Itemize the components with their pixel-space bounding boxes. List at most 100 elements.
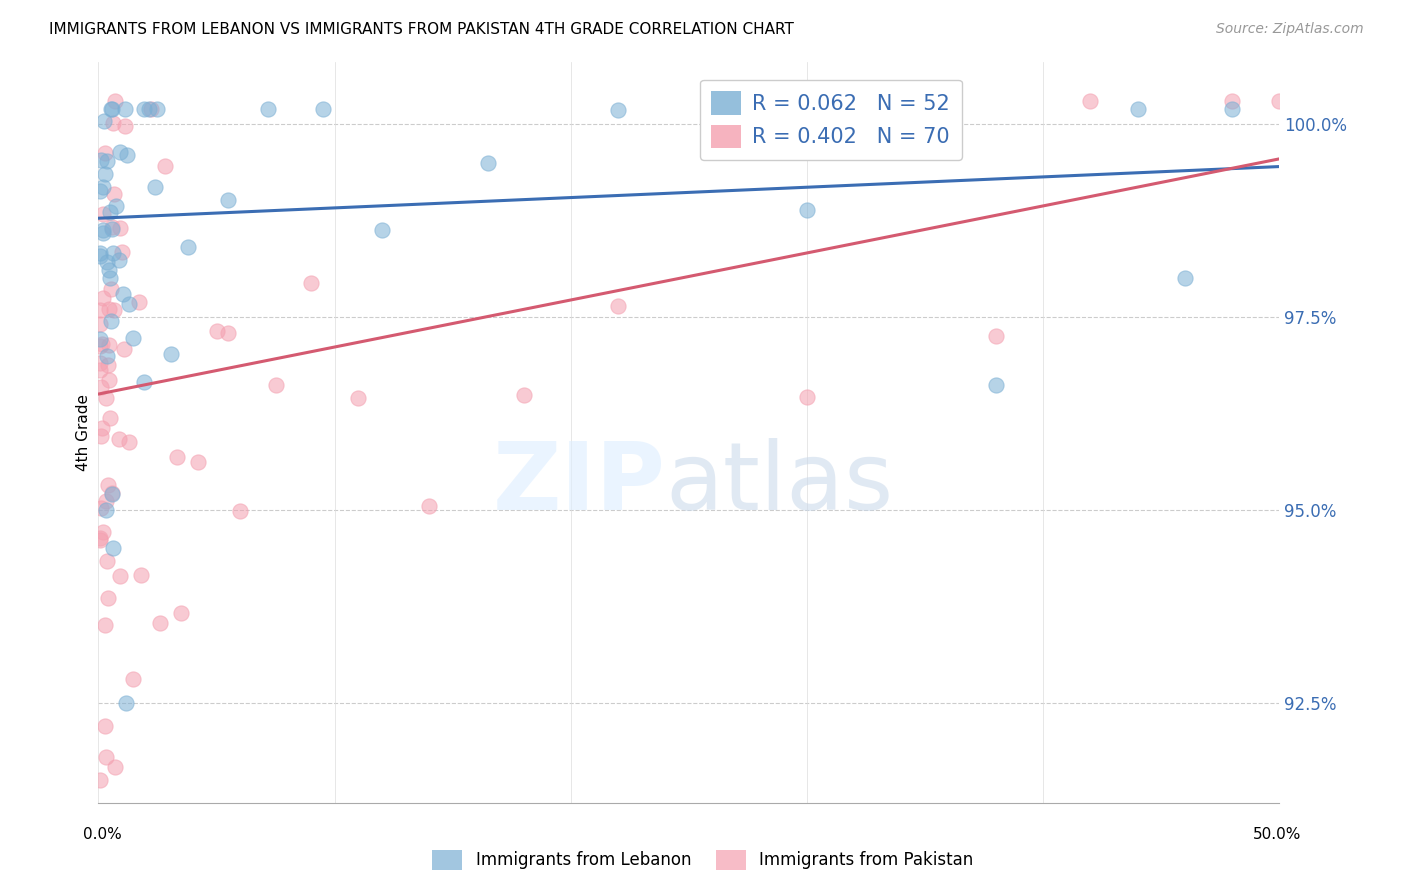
Legend: Immigrants from Lebanon, Immigrants from Pakistan: Immigrants from Lebanon, Immigrants from… [426,843,980,877]
Point [890,94,912,108]
Point [97,591,120,605]
Point [1268,94,1291,108]
Point [217,326,239,341]
Point [512,387,534,401]
Point [170,607,193,621]
Point [166,450,188,464]
Point [118,434,141,449]
Point [96,349,118,363]
Point [96,554,118,568]
Point [118,297,141,311]
Legend: R = 0.062   N = 52, R = 0.402   N = 70: R = 0.062 N = 52, R = 0.402 N = 70 [700,79,962,160]
Point [114,102,136,116]
Point [347,392,370,406]
Point [101,116,124,130]
Point [111,244,134,259]
Point [94,167,117,181]
Point [159,347,181,361]
Point [108,252,131,267]
Point [187,455,209,469]
Point [153,159,176,173]
Point [129,568,152,582]
Point [89,772,111,787]
Point [702,107,724,121]
Text: ZIP: ZIP [492,439,665,531]
Point [1080,94,1102,108]
Point [141,102,163,116]
Point [143,179,166,194]
Point [115,696,138,710]
Point [89,531,111,545]
Point [98,301,121,316]
Point [101,221,124,235]
Point [121,331,143,345]
Point [96,255,118,269]
Point [89,184,111,198]
Point [108,432,131,446]
Point [146,102,169,116]
Point [93,207,115,221]
Text: atlas: atlas [665,439,894,531]
Point [138,102,160,116]
Point [94,618,117,632]
Text: Source: ZipAtlas.com: Source: ZipAtlas.com [1216,22,1364,37]
Point [89,246,111,260]
Point [100,487,122,501]
Point [89,302,111,317]
Point [1126,102,1149,116]
Text: 0.0%: 0.0% [83,827,122,841]
Point [101,486,124,500]
Point [371,223,394,237]
Y-axis label: 4th Grade: 4th Grade [76,394,91,471]
Point [97,478,120,492]
Point [91,292,114,306]
Point [128,295,150,310]
Point [100,283,122,297]
Point [90,429,112,443]
Point [132,376,155,390]
Point [984,377,1007,392]
Point [607,103,630,118]
Point [96,154,118,169]
Point [132,102,155,116]
Point [205,324,228,338]
Point [111,286,134,301]
Point [91,524,114,539]
Point [98,411,121,425]
Point [108,145,131,159]
Point [98,271,121,285]
Text: IMMIGRANTS FROM LEBANON VS IMMIGRANTS FROM PAKISTAN 4TH GRADE CORRELATION CHART: IMMIGRANTS FROM LEBANON VS IMMIGRANTS FR… [49,22,794,37]
Point [844,130,866,145]
Point [122,673,145,687]
Point [607,299,630,313]
Point [103,187,125,202]
Point [104,199,127,213]
Point [98,373,121,387]
Point [89,533,111,547]
Point [100,102,122,116]
Point [796,202,818,217]
Point [94,391,117,405]
Point [94,749,117,764]
Point [1220,94,1243,108]
Point [93,145,115,160]
Point [149,615,172,630]
Point [1174,270,1197,285]
Point [90,380,112,394]
Point [101,541,124,556]
Point [98,205,121,219]
Point [89,317,111,331]
Point [100,102,122,116]
Point [115,148,138,162]
Point [90,337,112,351]
Point [114,119,136,133]
Point [91,222,114,236]
Point [112,343,135,357]
Point [94,719,117,733]
Point [91,179,114,194]
Point [217,193,239,207]
Point [90,153,112,167]
Point [89,249,111,263]
Point [97,359,120,373]
Point [177,240,200,254]
